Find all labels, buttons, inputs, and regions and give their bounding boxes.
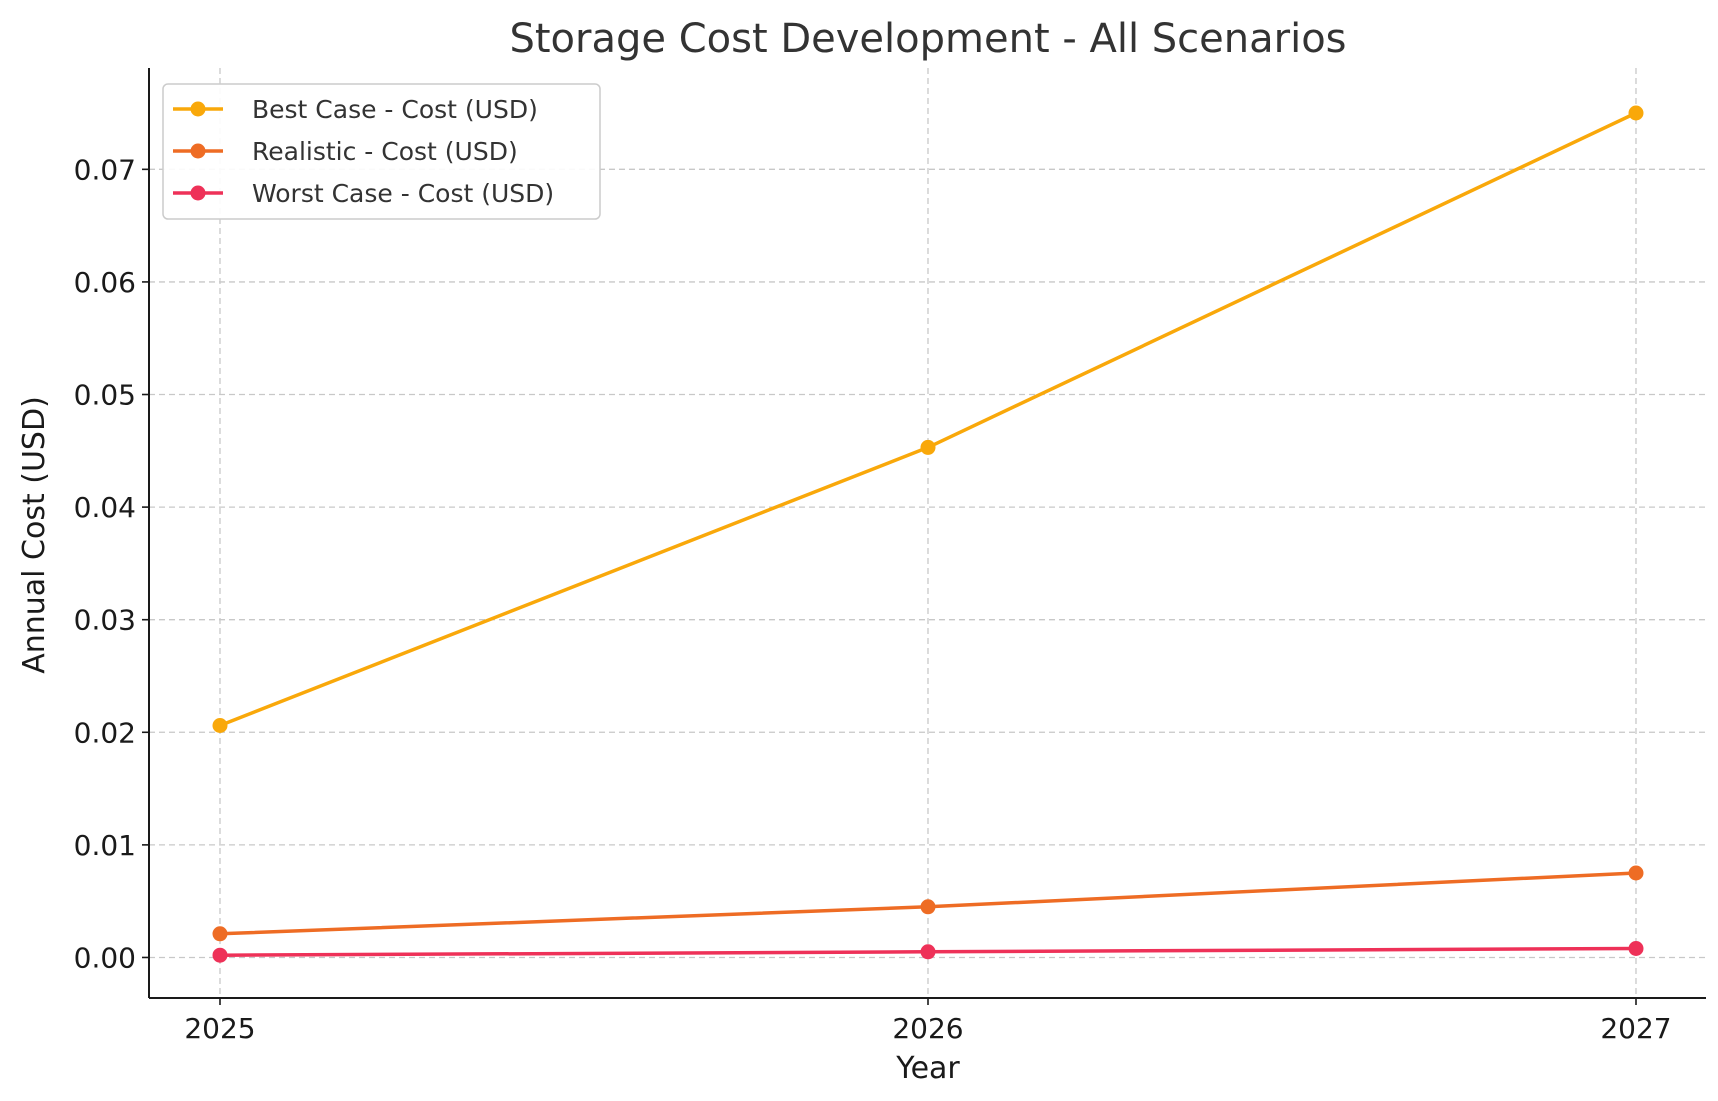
data-point	[212, 947, 228, 963]
series-2	[212, 865, 1644, 942]
legend-swatch-marker	[190, 101, 206, 117]
series-1	[212, 105, 1644, 733]
x-tick-label: 2027	[1600, 1012, 1671, 1045]
x-tick-label: 2026	[892, 1012, 963, 1045]
data-point	[212, 718, 228, 733]
y-tick-label: 0.02	[74, 716, 136, 749]
legend-item: Worst Case - Cost (USD)	[173, 179, 554, 208]
y-tick-label: 0.04	[74, 491, 136, 524]
y-tick-label: 0.01	[74, 829, 136, 862]
legend-box	[162, 83, 601, 220]
legend-item: Best Case - Cost (USD)	[173, 95, 538, 124]
ticks: 2025 2026 2027 0.00 0.01 0.02 0.03 0.04 0.05 0.06…	[74, 153, 1672, 1045]
grid	[149, 68, 1706, 998]
legend-swatch-marker	[190, 185, 206, 201]
legend: Best Case - Cost (USD) Realistic - Cost (…	[162, 83, 601, 220]
legend-label: Realistic - Cost (USD)	[252, 137, 518, 166]
x-axis-label: Year	[895, 1051, 960, 1086]
data-point	[920, 944, 936, 960]
y-tick-label: 0.07	[74, 153, 136, 186]
y-tick-label: 0.06	[74, 266, 136, 299]
chart-title: Storage Cost Development - All Scenarios	[509, 16, 1346, 62]
data-point	[1628, 105, 1644, 121]
data-point	[1628, 865, 1644, 881]
data-point	[1628, 941, 1644, 956]
series-3	[212, 941, 1644, 963]
y-tick-label: 0.03	[74, 604, 136, 637]
x-tick-label: 2025	[184, 1012, 255, 1045]
data-point	[212, 926, 228, 942]
legend-swatch-marker	[190, 143, 206, 159]
series	[212, 105, 1644, 963]
y-tick-label: 0.00	[74, 941, 136, 974]
data-point	[920, 899, 936, 915]
legend-item: Realistic - Cost (USD)	[173, 137, 518, 166]
data-point	[920, 439, 936, 455]
y-axis-label: Annual Cost (USD)	[17, 396, 52, 674]
y-tick-label: 0.05	[74, 379, 136, 412]
legend-label: Best Case - Cost (USD)	[252, 95, 538, 124]
legend-label: Worst Case - Cost (USD)	[252, 179, 554, 208]
